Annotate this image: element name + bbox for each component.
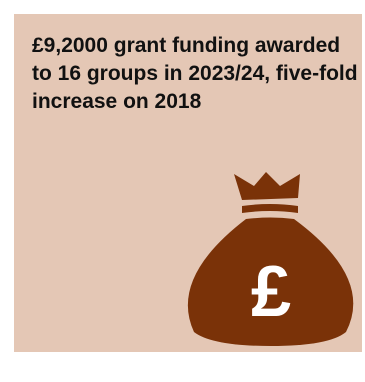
bag-body: [187, 217, 354, 346]
headline-text: £9,2000 grant funding awarded to 16 grou…: [32, 34, 358, 113]
pound-symbol: £: [251, 252, 291, 332]
info-card: £9,2000 grant funding awarded to 16 grou…: [14, 14, 362, 352]
money-bag-icon: £: [187, 172, 354, 346]
bag-crown: [234, 172, 300, 200]
bag-tie: [242, 204, 298, 213]
